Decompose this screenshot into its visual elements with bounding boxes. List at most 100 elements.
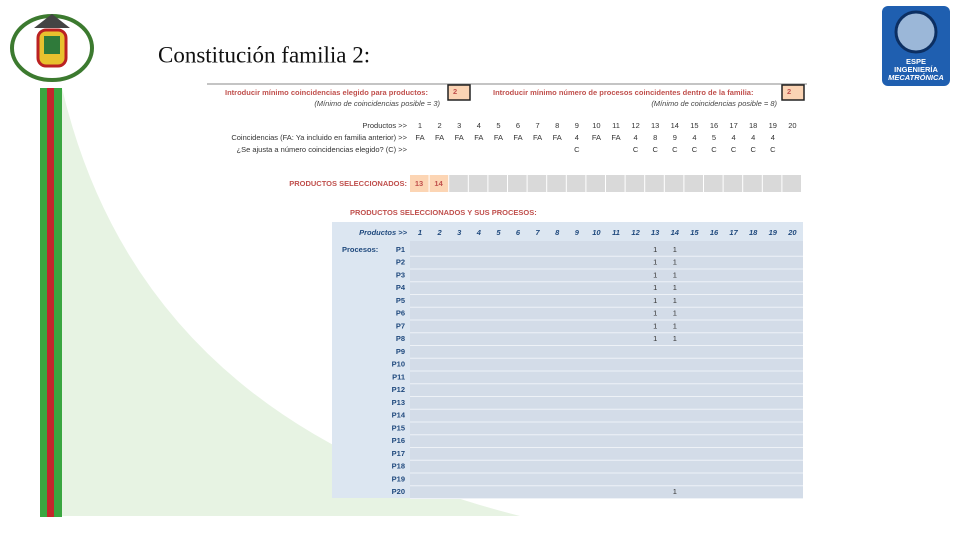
- process-mark: 1: [673, 258, 677, 267]
- fit-flag: C: [574, 145, 580, 154]
- input-value: 2: [787, 87, 791, 96]
- logo-text: ESPE: [906, 57, 926, 66]
- coincidence: FA: [513, 133, 522, 142]
- product-number: 4: [477, 121, 481, 130]
- product-number: 3: [457, 121, 461, 130]
- process-label: P1: [396, 245, 405, 254]
- product-number: 6: [516, 121, 520, 130]
- process-mark: 1: [673, 245, 677, 254]
- column-number: 19: [769, 228, 778, 237]
- fit-flag: C: [711, 145, 717, 154]
- product-number: 17: [729, 121, 737, 130]
- process-label: P6: [396, 309, 405, 318]
- process-label: P4: [396, 283, 406, 292]
- coincidence: FA: [474, 133, 483, 142]
- product-number: 2: [438, 121, 442, 130]
- coincidence: 4: [634, 133, 638, 142]
- column-number: 14: [671, 228, 680, 237]
- process-label: P3: [396, 270, 405, 279]
- decor-bar: [47, 88, 54, 517]
- coincidence: 8: [653, 133, 657, 142]
- column-number: 16: [710, 228, 719, 237]
- selected-product: 14: [434, 179, 443, 188]
- fit-flag: C: [672, 145, 678, 154]
- column-number: 6: [516, 228, 521, 237]
- process-label: P14: [392, 411, 406, 420]
- column-number: 20: [787, 228, 797, 237]
- selected-cell: [782, 175, 801, 192]
- coincidence: 4: [751, 133, 755, 142]
- process-mark: 1: [673, 283, 677, 292]
- input-box: [781, 84, 805, 101]
- process-label: P19: [392, 474, 405, 483]
- selected-cell: [645, 175, 664, 192]
- selected-cell: [547, 175, 566, 192]
- column-number: 1: [418, 228, 422, 237]
- process-mark: 1: [653, 321, 657, 330]
- process-label: P2: [396, 258, 405, 267]
- selected-cell: [606, 175, 625, 192]
- coincidence: FA: [455, 133, 464, 142]
- process-label: P8: [396, 334, 405, 343]
- column-number: 15: [690, 228, 699, 237]
- column-number: 9: [575, 228, 580, 237]
- espe-logo: ESPE INGENIERÍA MECATRÓNICA: [882, 6, 950, 86]
- fit-flag: C: [750, 145, 756, 154]
- row-header: Procesos:: [342, 245, 378, 254]
- selected-product: 13: [415, 179, 423, 188]
- selected-cell: [488, 175, 507, 192]
- table-title: PRODUCTOS SELECCIONADOS Y SUS PROCESOS:: [350, 208, 537, 217]
- process-mark: 1: [653, 309, 657, 318]
- selected-cell: [429, 175, 449, 192]
- selected-cell: [527, 175, 547, 192]
- process-label: P13: [392, 398, 405, 407]
- column-number: 7: [536, 228, 541, 237]
- coincidence: FA: [553, 133, 562, 142]
- selected-cell: [762, 175, 782, 192]
- fit-flag: C: [633, 145, 639, 154]
- selected-cell: [566, 175, 586, 192]
- fit-flag: C: [652, 145, 658, 154]
- product-number: 13: [651, 121, 659, 130]
- product-number: 19: [769, 121, 777, 130]
- coincidence: 5: [712, 133, 716, 142]
- selected-cell: [449, 175, 468, 192]
- process-label: P12: [392, 385, 405, 394]
- coincidence: 4: [732, 133, 736, 142]
- process-mark: 1: [673, 309, 677, 318]
- selected-cell: [468, 175, 488, 192]
- selected-cell: [723, 175, 743, 192]
- column-number: 13: [651, 228, 660, 237]
- process-label: P9: [396, 347, 405, 356]
- product-number: 1: [418, 121, 422, 130]
- product-number: 15: [690, 121, 698, 130]
- column-number: 5: [496, 228, 501, 237]
- process-label: P16: [392, 436, 405, 445]
- column-number: 17: [729, 228, 738, 237]
- coincidence: FA: [435, 133, 444, 142]
- coincidence: FA: [611, 133, 620, 142]
- product-number: 8: [555, 121, 559, 130]
- coincidence: FA: [592, 133, 601, 142]
- logo-text: INGENIERÍA: [894, 65, 938, 74]
- process-mark: 1: [673, 321, 677, 330]
- product-number: 7: [536, 121, 540, 130]
- product-number: 14: [671, 121, 679, 130]
- selected-cell: [664, 175, 684, 192]
- fit-flag: C: [770, 145, 776, 154]
- process-label: P10: [392, 360, 405, 369]
- process-mark: 1: [653, 283, 657, 292]
- input-label: Introducir mínimo coincidencias elegido …: [225, 88, 428, 97]
- crest-logo: [10, 14, 94, 82]
- process-label: P5: [396, 296, 405, 305]
- coincidence: 9: [673, 133, 677, 142]
- process-mark: 1: [653, 245, 657, 254]
- input-label: Introducir mínimo número de procesos coi…: [493, 88, 753, 97]
- process-label: P7: [396, 321, 405, 330]
- spreadsheet: Introducir mínimo coincidencias elegido …: [207, 83, 807, 500]
- coincidence: 4: [771, 133, 775, 142]
- product-number: 11: [612, 121, 620, 130]
- coincidence: FA: [494, 133, 503, 142]
- table-grid-area: [410, 241, 803, 498]
- process-mark: 1: [653, 334, 657, 343]
